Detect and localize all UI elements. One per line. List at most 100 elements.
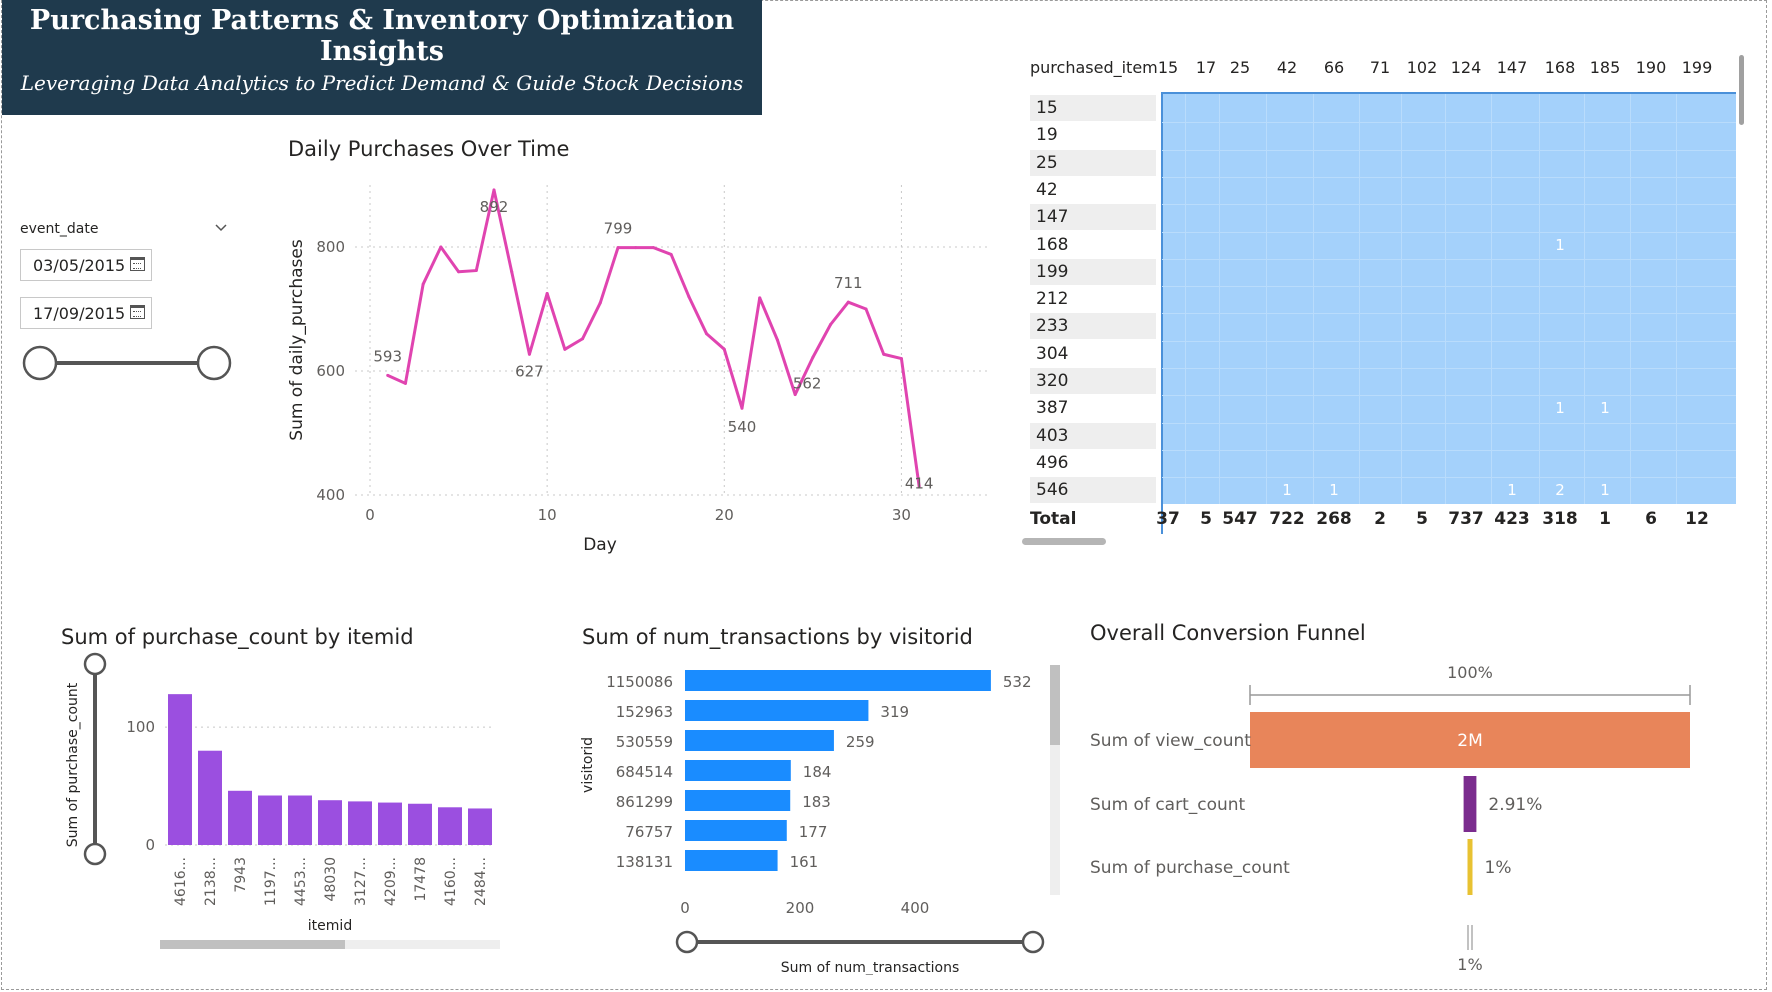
- x-tick-label: 48030: [323, 857, 339, 902]
- x-tick-label: 4160...: [443, 857, 459, 906]
- matrix-col-divider: [1539, 94, 1540, 504]
- data-point: [882, 352, 886, 356]
- matrix-row-header: 320: [1030, 368, 1156, 394]
- matrix-row-divider: [1162, 231, 1736, 233]
- y-tick-label: 76757: [625, 823, 673, 841]
- matrix-col-divider: [1185, 94, 1186, 504]
- bar: [258, 795, 282, 845]
- slider-right-handle[interactable]: [1021, 930, 1045, 954]
- matrix-row-header: 147: [1030, 204, 1156, 231]
- series-line: [387, 188, 921, 487]
- matrix-col-divider: [1266, 94, 1267, 504]
- matrix-total-label: Total: [1030, 508, 1077, 529]
- matrix-row-header: 304: [1036, 343, 1069, 364]
- matrix-row-divider: [1162, 286, 1736, 288]
- data-point: [527, 352, 531, 356]
- bar: [468, 808, 492, 845]
- x-axis-title: Sum of num_transactions: [781, 960, 960, 975]
- matrix-column-header: 42: [1276, 58, 1298, 77]
- x-tick-label: 400: [901, 899, 930, 917]
- slider-top-handle[interactable]: [83, 652, 107, 676]
- matrix-column-header: 102: [1406, 58, 1438, 77]
- data-point: [758, 296, 762, 300]
- slider-left-handle[interactable]: [675, 930, 699, 954]
- matrix-row-divider: [1162, 258, 1736, 260]
- bar: [348, 801, 372, 845]
- calendar-icon[interactable]: [130, 305, 145, 319]
- matrix-column-header: 17: [1195, 58, 1217, 77]
- bar: [438, 807, 462, 845]
- matrix-row-divider: [1162, 449, 1736, 451]
- funnel-title: Overall Conversion Funnel: [1090, 621, 1366, 645]
- bar-chart[interactable]: 0 100 4616... 2138... 7943 1197... 4453... 4803…: [55, 650, 515, 960]
- start-date-input[interactable]: 03/05/2015: [20, 249, 152, 281]
- matrix-row-divider: [1162, 368, 1736, 369]
- x-tick-label: 4616...: [173, 857, 189, 906]
- y-scrollbar-thumb[interactable]: [1050, 665, 1060, 745]
- bar: [408, 803, 432, 845]
- bar: [685, 760, 791, 781]
- y-tick-label: 0: [145, 836, 155, 854]
- y-tick-label: 100: [126, 718, 155, 736]
- end-date-input[interactable]: 17/09/2015: [20, 297, 152, 329]
- matrix-top-border: [1162, 92, 1736, 94]
- data-point: [581, 337, 585, 341]
- matrix-total-value: 318: [1542, 508, 1578, 529]
- matrix-col-divider: [1584, 94, 1585, 504]
- funnel-value-label: 2.91%: [1488, 795, 1542, 815]
- top-percent-label: 100%: [1447, 663, 1493, 682]
- matrix-row-header: 403: [1030, 422, 1156, 449]
- bar: [685, 850, 778, 871]
- matrix-row-header: 25: [1030, 149, 1156, 176]
- bar: [685, 700, 869, 721]
- report-header: Purchasing Patterns & Inventory Optimiza…: [2, 0, 762, 115]
- matrix-cell-value: 1: [1555, 399, 1565, 418]
- matrix-column-header: 199: [1681, 58, 1713, 77]
- slider-end-handle[interactable]: [196, 345, 232, 381]
- bar-chart-title: Sum of purchase_count by itemid: [61, 625, 414, 649]
- x-zoom-slider[interactable]: [675, 930, 1045, 954]
- bar: [228, 790, 252, 845]
- x-tick-label: 17478: [413, 857, 429, 902]
- matrix-column-header: 71: [1369, 58, 1391, 77]
- matrix-row-divider: [1162, 313, 1736, 315]
- data-label: 892: [480, 198, 509, 216]
- matrix-vertical-scrollbar[interactable]: [1739, 55, 1744, 125]
- matrix-column-header: 147: [1496, 58, 1528, 77]
- x-scrollbar-thumb[interactable]: [160, 940, 345, 949]
- y-tick-label: 600: [316, 362, 345, 380]
- chevron-down-icon[interactable]: [214, 223, 228, 233]
- matrix-row-header: 168: [1036, 234, 1069, 255]
- funnel-chart[interactable]: 100% Sum of view_count 2M Sum of cart_count…: [1080, 650, 1720, 980]
- y-zoom-slider[interactable]: [83, 652, 107, 866]
- data-point: [439, 245, 443, 249]
- hbar-chart-title: Sum of num_transactions by visitorid: [582, 625, 973, 649]
- data-point: [829, 323, 833, 326]
- matrix-cell-value: 1: [1329, 481, 1339, 500]
- matrix-total-value: 547: [1222, 508, 1258, 529]
- hbar-chart[interactable]: 1150086 532 152963 319 530559 259 684514 184 861…: [570, 655, 1070, 975]
- matrix-cell-value: 2: [1555, 481, 1565, 500]
- line-chart[interactable]: 400 600 800 0 10 20 30 593 892 627 799 540 562 711 414…: [280, 160, 1010, 560]
- slider-bottom-handle[interactable]: [83, 842, 107, 866]
- calendar-icon[interactable]: [130, 257, 145, 271]
- matrix-horizontal-scrollbar[interactable]: [1022, 538, 1106, 545]
- data-point: [403, 381, 407, 385]
- x-tick-label: 3127...: [353, 857, 369, 906]
- matrix-total-value: 37: [1156, 508, 1180, 529]
- matrix-total-value: 5: [1416, 508, 1428, 529]
- matrix-total-value: 722: [1269, 508, 1305, 529]
- data-point: [811, 355, 815, 359]
- data-point: [545, 292, 549, 295]
- data-label: 319: [880, 703, 909, 721]
- y-tick-label: 530559: [616, 733, 673, 751]
- y-scrollbar-track[interactable]: [1050, 665, 1060, 895]
- matrix-column-header: 15: [1157, 58, 1179, 77]
- matrix-total-value: 6: [1645, 508, 1657, 529]
- matrix-row-header: 546: [1030, 477, 1156, 504]
- date-range-slider[interactable]: [22, 343, 232, 383]
- matrix-row-header: 19: [1036, 125, 1058, 146]
- slider-start-handle[interactable]: [22, 345, 58, 381]
- matrix-row-header: 233: [1030, 313, 1156, 340]
- matrix-total-value: 2: [1374, 508, 1386, 529]
